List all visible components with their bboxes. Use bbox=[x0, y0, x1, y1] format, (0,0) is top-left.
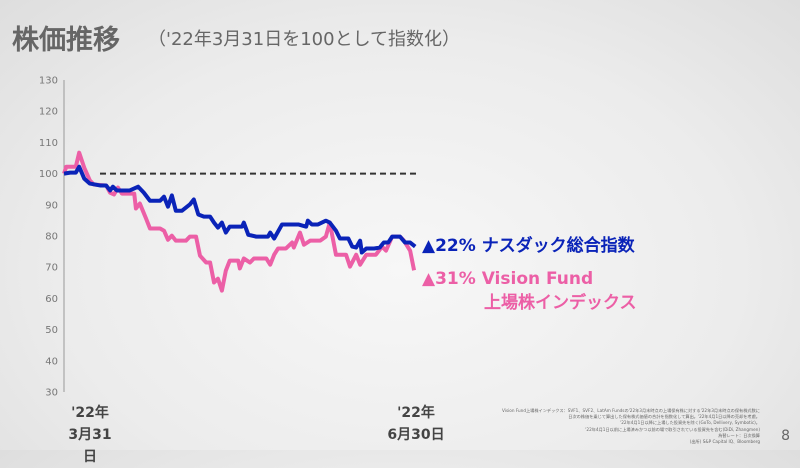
legend-nasdaq-change: ▲22% bbox=[422, 236, 476, 256]
legend-vision-fund: ▲31% Vision Fund 上場株インデックス bbox=[422, 267, 637, 315]
legend-vf-name-1: Vision Fund bbox=[481, 269, 594, 289]
page-subtitle: （'22年3月31日を100として指数化） bbox=[148, 29, 461, 50]
y-tick-label: 80 bbox=[45, 232, 58, 243]
footnote-line: (出所) S&P Capital IQ、Bloomberg bbox=[689, 439, 760, 445]
series-line-vision-fund bbox=[62, 150, 417, 293]
legend-nasdaq: ▲22% ナスダック総合指数 bbox=[422, 231, 635, 256]
footnote-line: Vision Fund上場株インデックス：SVF1、SVF2、LatAm Fun… bbox=[502, 408, 760, 413]
y-tick-label: 130 bbox=[39, 76, 58, 87]
y-tick-label: 110 bbox=[39, 138, 58, 149]
y-tick-label: 40 bbox=[45, 356, 58, 367]
x-label-start: '22年 3月31日 bbox=[62, 402, 118, 468]
legend-nasdaq-name: ナスダック総合指数 bbox=[481, 236, 635, 256]
y-tick-label: 120 bbox=[39, 107, 58, 118]
footnote-line: 日次の株価を乗じて算出した保有株式価値の合計を指数化して算出。'22年4月1日以… bbox=[568, 414, 760, 420]
x-label-start-date: 3月31日 bbox=[68, 427, 112, 465]
footnote-line: '22年4月1日以前に上場済みかつ以前の場で取引されている投資先を含む(DiDi… bbox=[585, 426, 760, 432]
x-label-end-year: '22年 bbox=[397, 405, 435, 421]
y-tick-label: 90 bbox=[45, 200, 58, 211]
y-tick-label: 60 bbox=[45, 294, 58, 305]
footnote-line: '22年4月1日以降に上場した投資先を除く(GoTo, Dellivery, S… bbox=[620, 420, 760, 426]
page-number: 8 bbox=[781, 428, 790, 444]
footnote-line: 為替レート：日次換算 bbox=[718, 432, 760, 438]
y-tick-label: 50 bbox=[45, 325, 58, 336]
x-label-end-date: 6月30日 bbox=[387, 427, 445, 443]
y-tick-label: 100 bbox=[39, 169, 58, 180]
series-line-nasdaq bbox=[63, 164, 417, 255]
y-tick-label: 30 bbox=[45, 388, 58, 399]
footnote: Vision Fund上場株インデックス：SVF1、SVF2、LatAm Fun… bbox=[502, 408, 760, 445]
x-label-end: '22年 6月30日 bbox=[386, 402, 446, 446]
legend-vf-name-2: 上場株インデックス bbox=[484, 293, 637, 313]
line-chart: 30 40 50 60 70 80 90 100 110 120 130 bbox=[39, 76, 418, 399]
page-title: 株価推移 bbox=[12, 25, 120, 56]
legend-vf-change: ▲31% bbox=[422, 269, 476, 289]
y-tick-label: 70 bbox=[45, 263, 58, 274]
x-label-start-year: '22年 bbox=[71, 405, 109, 421]
